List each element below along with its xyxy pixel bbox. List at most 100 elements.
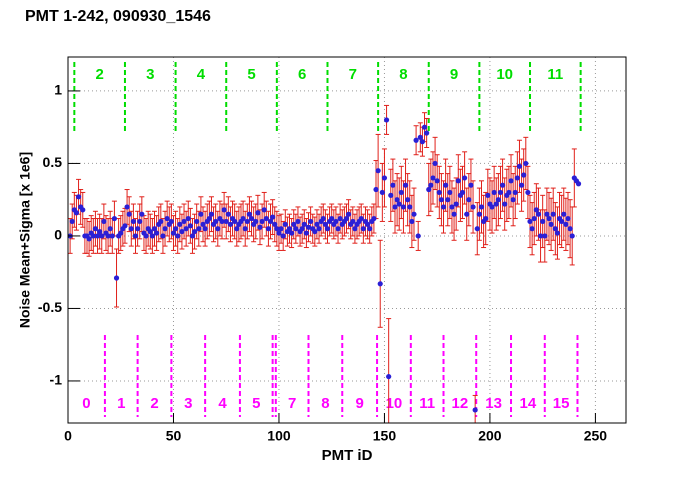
data-point xyxy=(316,226,322,232)
data-point xyxy=(563,221,569,227)
data-point xyxy=(301,221,307,227)
data-point xyxy=(402,182,409,188)
section-label: 8 xyxy=(321,395,329,412)
x-tick-label: 200 xyxy=(478,428,502,444)
data-point xyxy=(407,204,413,210)
section-label: 11 xyxy=(547,66,563,83)
data-point xyxy=(451,211,457,217)
data-point xyxy=(126,211,132,217)
data-point xyxy=(168,218,174,225)
data-point xyxy=(143,233,149,239)
data-point xyxy=(213,218,219,225)
data-point xyxy=(472,407,478,413)
data-point xyxy=(312,228,318,235)
data-point xyxy=(73,210,80,216)
section-label: 2 xyxy=(95,66,103,83)
section-label: 5 xyxy=(252,395,260,412)
axes: 0 50 100 150 200 250-1-0.500.51 xyxy=(38,82,607,444)
data-point xyxy=(151,226,158,232)
data-point xyxy=(546,215,552,222)
section-label: 8 xyxy=(399,66,407,83)
data-point xyxy=(512,189,518,196)
data-point xyxy=(194,218,200,225)
data-point xyxy=(291,221,297,227)
section-label: 13 xyxy=(485,395,502,412)
data-point xyxy=(219,218,225,225)
data-point xyxy=(550,211,556,217)
data-point xyxy=(466,197,472,203)
data-point xyxy=(537,233,544,239)
plot-area xyxy=(68,104,582,423)
data-point xyxy=(535,211,542,217)
data-point xyxy=(324,226,331,232)
data-point xyxy=(118,230,124,236)
data-point xyxy=(322,221,328,227)
data-point xyxy=(428,182,434,188)
data-point xyxy=(565,215,571,222)
data-point xyxy=(350,218,356,225)
data-point xyxy=(493,201,499,207)
data-point xyxy=(162,226,168,232)
data-point xyxy=(234,226,240,232)
data-point xyxy=(208,211,215,217)
data-point xyxy=(274,226,280,232)
data-point xyxy=(478,204,485,210)
section-label: 6 xyxy=(298,66,306,83)
data-point xyxy=(305,224,312,230)
data-point xyxy=(491,189,497,196)
data-point xyxy=(438,197,445,203)
data-point xyxy=(440,204,447,210)
data-point xyxy=(160,233,166,239)
data-point xyxy=(345,211,352,217)
data-point xyxy=(255,210,261,216)
data-point xyxy=(215,226,221,232)
data-point xyxy=(432,160,438,167)
data-point xyxy=(554,230,561,236)
section-label: 14 xyxy=(520,395,537,412)
data-point xyxy=(411,211,417,217)
data-point xyxy=(185,215,191,222)
data-point xyxy=(80,207,86,213)
data-point xyxy=(225,211,231,217)
data-point xyxy=(533,207,539,213)
data-point xyxy=(179,228,185,235)
data-point xyxy=(109,233,115,239)
data-point xyxy=(367,226,373,232)
data-point xyxy=(135,226,141,232)
x-tick-label: 150 xyxy=(373,428,397,444)
data-point xyxy=(421,124,428,130)
data-point xyxy=(394,197,400,203)
data-point xyxy=(371,215,377,222)
data-point xyxy=(531,215,537,222)
data-point xyxy=(436,189,442,196)
dividers: 2 3 4 5 6 7 8 9 10 110 1 2 3 4 5 7 8 9 10 11 12 13 14 15 xyxy=(73,62,582,417)
data-point xyxy=(510,197,516,203)
data-point xyxy=(396,201,402,207)
data-point xyxy=(286,226,293,232)
x-tick-label: 50 xyxy=(166,428,182,444)
data-point xyxy=(468,182,474,188)
data-point xyxy=(514,175,520,181)
data-point xyxy=(270,214,276,220)
data-point xyxy=(575,181,582,187)
data-point xyxy=(470,204,476,210)
data-point xyxy=(280,233,286,239)
data-point xyxy=(128,226,134,232)
data-point xyxy=(462,175,468,181)
data-point xyxy=(405,197,411,203)
data-point xyxy=(544,211,550,217)
data-point xyxy=(529,226,535,232)
data-point xyxy=(518,182,525,188)
data-point xyxy=(419,139,426,145)
data-point xyxy=(276,230,282,236)
data-point xyxy=(149,233,155,239)
data-point xyxy=(154,230,160,236)
data-point xyxy=(489,204,495,210)
data-point xyxy=(272,221,278,227)
data-point xyxy=(495,197,501,203)
data-point xyxy=(474,226,480,232)
data-point xyxy=(453,201,459,207)
data-point xyxy=(105,233,111,239)
data-point xyxy=(413,137,419,143)
